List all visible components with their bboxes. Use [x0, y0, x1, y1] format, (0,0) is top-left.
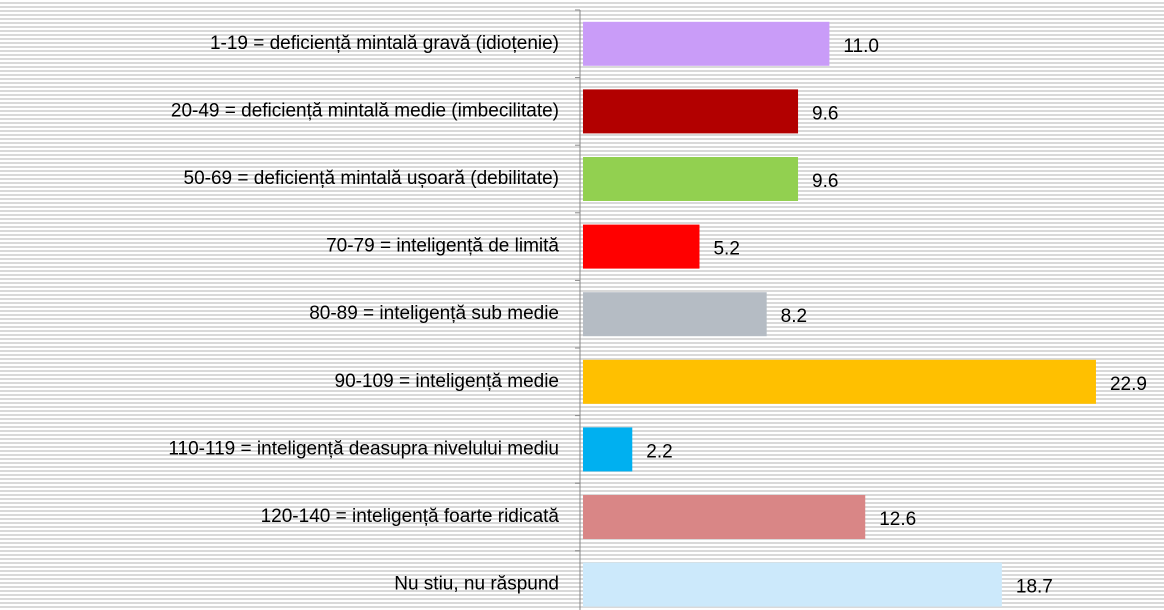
value-label: 11.0 [843, 36, 879, 57]
category-label: 20-49 = deficiență mintală medie (imbeci… [171, 100, 559, 121]
category-label: 80-89 = inteligență sub medie [309, 303, 559, 324]
category-label: 1-19 = deficiență mintală gravă (idioțen… [210, 33, 559, 54]
category-label: 70-79 = inteligență de limită [326, 236, 559, 257]
bar [583, 224, 700, 269]
value-label: 5.2 [713, 239, 739, 260]
value-label: 9.6 [812, 103, 838, 124]
bar [583, 89, 799, 134]
category-label: 50-69 = deficiență mintală ușoară (debil… [184, 168, 559, 189]
category-label: 110-119 = inteligență deasupra nivelului… [168, 438, 559, 459]
bar [583, 292, 767, 337]
bar [583, 359, 1096, 404]
value-label: 9.6 [812, 171, 838, 192]
value-label: 18.7 [1016, 577, 1053, 598]
bar [583, 21, 830, 66]
category-label: Nu stiu, nu răspund [394, 574, 559, 595]
category-label: 120-140 = inteligență foarte ridicată [261, 506, 560, 527]
value-label: 22.9 [1110, 374, 1147, 395]
value-label: 2.2 [646, 441, 672, 462]
value-label: 12.6 [879, 509, 916, 530]
value-label: 8.2 [781, 306, 807, 327]
bar [583, 157, 799, 201]
category-label: 90-109 = inteligență medie [335, 371, 559, 392]
bar [583, 427, 633, 472]
bar [583, 495, 866, 539]
bar [583, 562, 1002, 607]
